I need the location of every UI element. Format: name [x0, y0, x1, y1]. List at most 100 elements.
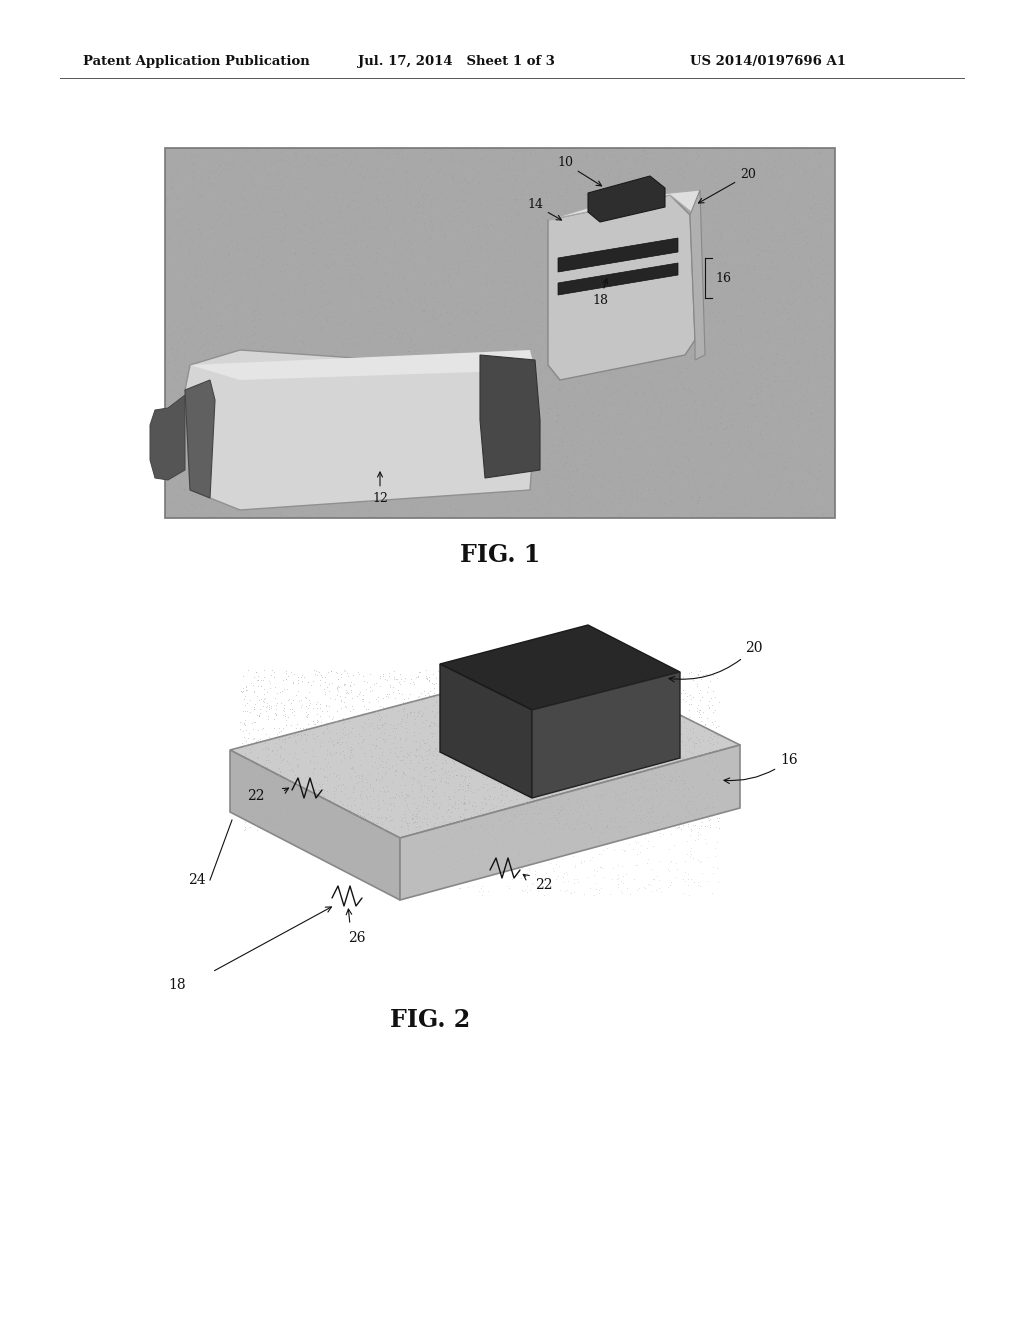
Point	[490, 487, 507, 508]
Point	[471, 482, 487, 503]
Point	[760, 238, 776, 259]
Point	[223, 342, 240, 363]
Point	[280, 206, 296, 227]
Point	[823, 432, 840, 453]
Point	[248, 355, 264, 376]
Point	[593, 247, 609, 268]
Point	[469, 276, 485, 297]
Point	[483, 214, 500, 235]
Point	[640, 223, 656, 244]
Point	[718, 201, 734, 222]
Point	[375, 665, 391, 686]
Point	[721, 149, 737, 170]
Point	[180, 405, 197, 426]
Point	[463, 253, 479, 275]
Point	[610, 874, 627, 895]
Point	[540, 814, 556, 836]
Point	[767, 484, 783, 506]
Point	[217, 339, 233, 360]
Point	[328, 182, 344, 203]
Point	[504, 678, 520, 700]
Point	[693, 686, 710, 708]
Point	[581, 762, 597, 783]
Point	[649, 747, 666, 768]
Point	[629, 843, 645, 865]
Point	[556, 797, 572, 818]
Point	[697, 743, 714, 764]
Point	[720, 436, 736, 457]
Point	[301, 494, 317, 515]
Point	[550, 441, 566, 462]
Point	[707, 746, 723, 767]
Point	[630, 186, 646, 207]
Point	[350, 209, 367, 230]
Point	[623, 770, 639, 791]
Point	[565, 168, 582, 189]
Point	[572, 700, 589, 721]
Point	[634, 297, 650, 318]
Point	[399, 813, 416, 834]
Point	[627, 321, 643, 342]
Point	[456, 418, 472, 440]
Point	[690, 322, 707, 343]
Point	[690, 308, 707, 329]
Point	[313, 314, 330, 335]
Point	[685, 731, 701, 752]
Point	[577, 396, 593, 417]
Point	[660, 744, 677, 766]
Point	[302, 751, 318, 772]
Point	[313, 441, 330, 462]
Point	[515, 203, 531, 224]
Point	[607, 729, 624, 750]
Point	[763, 309, 779, 330]
Point	[656, 702, 673, 723]
Point	[546, 861, 562, 882]
Point	[358, 351, 375, 372]
Point	[502, 495, 518, 516]
Point	[513, 830, 529, 851]
Point	[239, 678, 255, 700]
Point	[458, 396, 474, 417]
Point	[289, 503, 305, 524]
Point	[597, 413, 613, 434]
Point	[638, 725, 654, 746]
Point	[248, 327, 264, 348]
Point	[358, 302, 375, 323]
Point	[230, 459, 247, 480]
Point	[814, 360, 830, 381]
Point	[459, 201, 475, 222]
Point	[647, 676, 664, 697]
Point	[245, 313, 261, 334]
Point	[469, 747, 485, 768]
Point	[304, 441, 321, 462]
Point	[651, 407, 668, 428]
Point	[549, 799, 565, 820]
Point	[298, 169, 314, 190]
Point	[485, 711, 502, 733]
Point	[250, 203, 266, 224]
Point	[301, 272, 317, 293]
Point	[410, 475, 426, 496]
Point	[168, 313, 184, 334]
Point	[209, 177, 225, 198]
Point	[377, 264, 393, 285]
Point	[654, 667, 671, 688]
Point	[298, 161, 314, 182]
Point	[816, 232, 833, 253]
Point	[251, 705, 267, 726]
Point	[706, 725, 722, 746]
Point	[409, 265, 425, 286]
Point	[286, 220, 302, 242]
Point	[578, 325, 594, 346]
Point	[255, 739, 271, 760]
Point	[755, 396, 771, 417]
Point	[475, 455, 492, 477]
Point	[725, 446, 741, 467]
Point	[257, 329, 273, 350]
Point	[514, 140, 530, 161]
Point	[323, 496, 339, 517]
Point	[693, 816, 710, 837]
Point	[631, 203, 647, 224]
Point	[196, 496, 212, 517]
Point	[301, 690, 317, 711]
